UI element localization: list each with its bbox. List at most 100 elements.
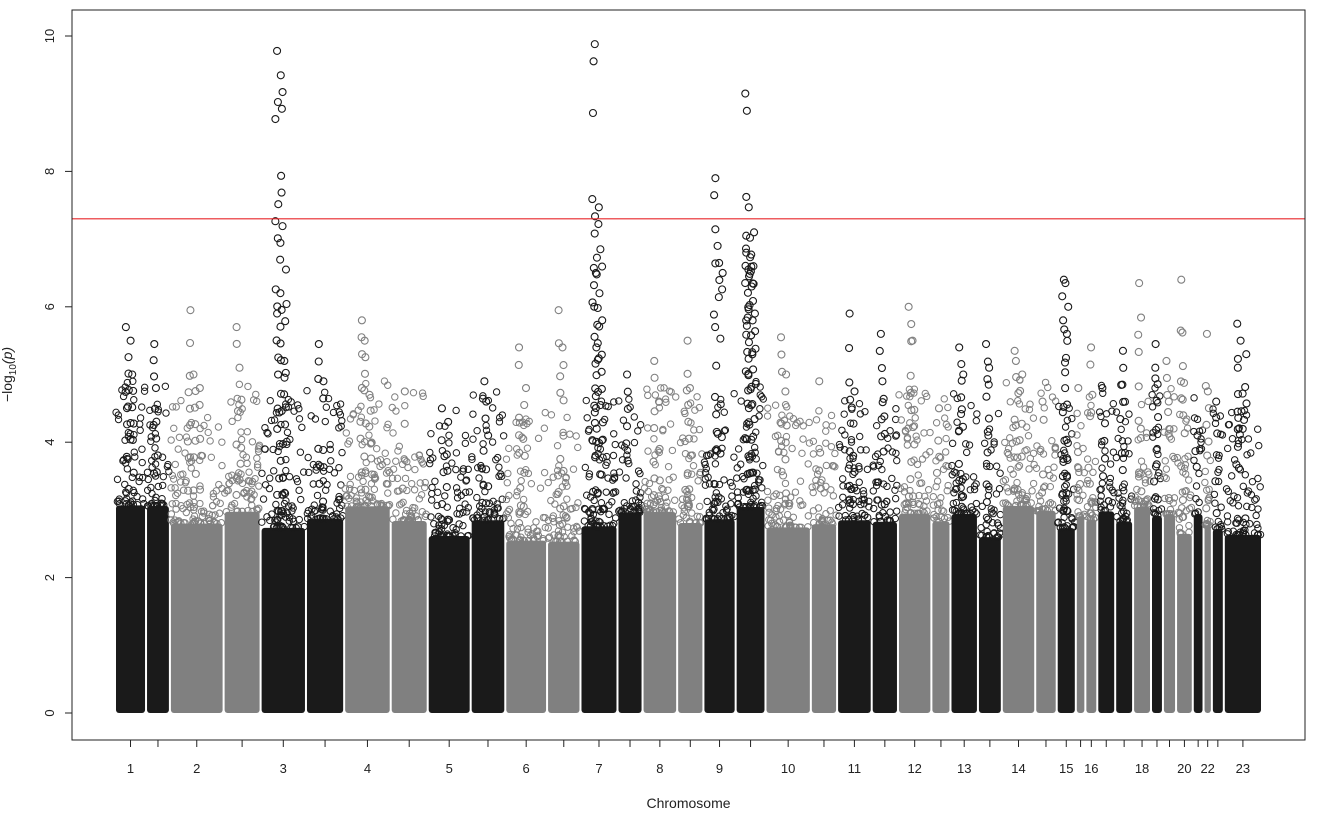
snp-point: [734, 494, 742, 502]
snp-point: [999, 477, 1008, 485]
chromosome-band: [1116, 521, 1133, 713]
snp-point: [121, 480, 129, 489]
snp-point: [874, 461, 883, 470]
snp-point: [365, 431, 373, 439]
snp-point: [1162, 474, 1170, 483]
snp-point: [1062, 506, 1071, 515]
x-tick-label: 14: [1011, 761, 1025, 776]
peak-point: [845, 309, 854, 318]
peak-point: [554, 306, 563, 315]
snp-point: [452, 406, 460, 415]
snp-point: [1169, 452, 1177, 461]
snp-point: [1252, 511, 1260, 520]
snp-point: [619, 416, 628, 424]
snp-point: [1160, 473, 1168, 481]
snp-point: [246, 477, 254, 485]
snp-point: [1116, 517, 1125, 526]
chromosome-band: [116, 505, 146, 713]
snp-point: [959, 504, 967, 512]
snp-point: [1181, 470, 1190, 478]
snp-point: [442, 531, 451, 541]
snp-point: [921, 492, 929, 500]
snp-point: [972, 510, 981, 518]
snp-point: [742, 502, 751, 512]
snp-point: [745, 486, 754, 495]
peak-point: [590, 40, 599, 49]
snp-point: [344, 440, 352, 448]
snp-point: [514, 413, 524, 422]
snp-point: [370, 485, 379, 494]
snp-point: [272, 408, 281, 417]
snp-point: [850, 464, 858, 472]
snp-point: [524, 528, 532, 536]
snp-point: [771, 401, 780, 409]
peak-point: [598, 316, 607, 325]
snp-point: [910, 440, 919, 449]
snp-point: [1234, 502, 1243, 510]
snp-point: [409, 388, 418, 397]
snp-point: [570, 536, 578, 544]
snp-point: [1033, 442, 1041, 450]
x-tick-label: 23: [1236, 761, 1250, 776]
peak-point: [273, 309, 282, 318]
snp-point: [826, 516, 834, 524]
snp-point: [948, 439, 957, 448]
snp-point: [804, 512, 813, 520]
peak-point: [591, 268, 600, 278]
snp-point: [862, 446, 870, 454]
snp-point: [459, 465, 468, 473]
snp-point: [130, 448, 138, 456]
snp-point: [400, 419, 409, 428]
snp-point: [818, 476, 826, 484]
snp-point: [278, 87, 287, 97]
snp-point: [170, 424, 178, 433]
snp-point: [876, 457, 884, 466]
snp-point: [399, 498, 407, 506]
snp-point: [971, 508, 979, 516]
peak-point: [121, 323, 130, 332]
snp-point: [1038, 470, 1048, 479]
snp-point: [1176, 326, 1185, 335]
snp-point: [897, 416, 905, 424]
chromosome-band: [306, 518, 344, 713]
snp-point: [590, 302, 599, 311]
snp-point: [1068, 414, 1076, 423]
snp-point: [138, 403, 146, 411]
peak-point: [1162, 356, 1171, 366]
snp-point: [270, 467, 278, 475]
snp-point: [815, 407, 823, 415]
snp-point: [748, 452, 757, 461]
snp-point: [232, 339, 241, 348]
chromosome-band: [872, 521, 897, 713]
snp-point: [281, 317, 290, 326]
snp-point: [781, 387, 790, 396]
chromosome-band: [1057, 528, 1075, 713]
snp-point: [1167, 384, 1175, 393]
snp-point: [1210, 490, 1219, 499]
snp-point: [900, 483, 909, 491]
plot-frame: [71, 9, 1306, 741]
snp-point: [367, 479, 376, 488]
snp-point: [896, 484, 905, 493]
snp-point: [144, 475, 152, 484]
chromosome-band: [643, 512, 677, 713]
snp-point: [1254, 474, 1262, 483]
snp-point: [435, 524, 443, 533]
snp-point: [255, 482, 263, 490]
snp-point: [130, 396, 138, 404]
snp-point: [954, 459, 963, 468]
snp-point: [1237, 407, 1246, 416]
snp-point: [880, 429, 889, 439]
snp-point: [912, 432, 920, 440]
snp-point: [445, 431, 453, 440]
snp-point: [715, 258, 724, 268]
snp-point: [1010, 453, 1018, 461]
peak-point: [1064, 302, 1073, 311]
peak-point: [782, 370, 791, 379]
snp-point: [299, 468, 308, 476]
snp-point: [695, 425, 704, 434]
snp-point: [524, 469, 533, 478]
snp-point: [437, 436, 446, 445]
snp-point: [710, 480, 719, 489]
snp-point: [1017, 452, 1026, 461]
